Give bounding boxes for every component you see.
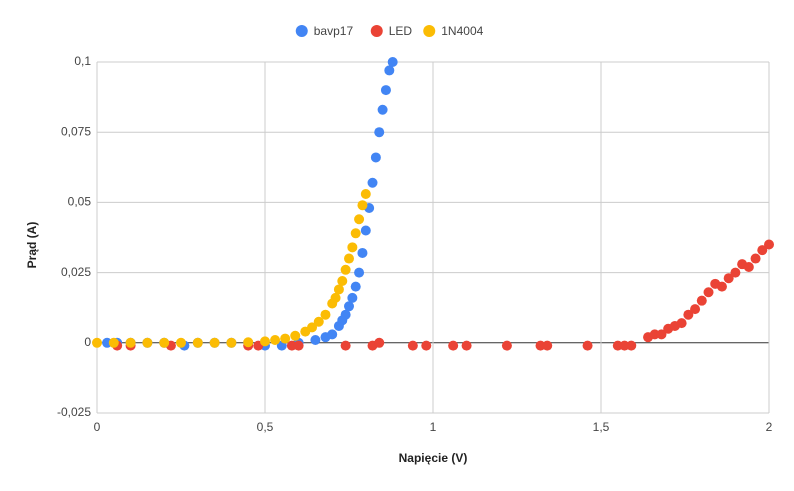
x-tick-label: 1,5 [593, 420, 610, 434]
point [357, 200, 368, 211]
point [347, 242, 358, 253]
point [380, 85, 391, 96]
point [313, 316, 324, 327]
point [367, 177, 378, 188]
point [243, 337, 254, 348]
point [354, 267, 365, 278]
legend-marker [423, 25, 436, 37]
point [461, 340, 472, 351]
point [209, 337, 220, 348]
x-tick-label: 1 [430, 420, 437, 434]
point [176, 337, 186, 348]
point [260, 336, 270, 347]
x-axis-title: Napięcie (V) [399, 451, 468, 465]
point [656, 329, 667, 340]
legend-marker [370, 25, 383, 37]
point [337, 276, 348, 287]
point [340, 309, 351, 320]
point [142, 337, 153, 348]
point [307, 322, 318, 333]
point [330, 292, 341, 303]
point [159, 337, 170, 348]
point [542, 340, 553, 351]
point [407, 340, 418, 351]
point [374, 337, 385, 348]
x-tick-label: 0,5 [257, 420, 274, 434]
point [764, 239, 774, 250]
point [582, 340, 593, 351]
point [340, 264, 351, 275]
point [743, 261, 754, 272]
point [384, 65, 395, 76]
point [280, 333, 291, 344]
point [226, 337, 237, 348]
legend-label: bavp17 [314, 24, 354, 38]
point [350, 281, 361, 292]
y-tick-label: 0,1 [74, 54, 91, 68]
point [344, 253, 354, 264]
x-tick-label: 2 [766, 420, 773, 434]
legend-marker [295, 25, 308, 37]
point [387, 57, 398, 67]
point [676, 318, 687, 329]
x-tick-label: 0 [94, 420, 101, 434]
point [293, 340, 304, 351]
point [690, 304, 701, 315]
point [354, 214, 365, 225]
point [92, 337, 102, 348]
point [350, 228, 361, 239]
point [374, 127, 385, 138]
point [333, 284, 344, 295]
point [192, 337, 203, 348]
point [370, 152, 381, 163]
y-tick-label: -0,025 [57, 405, 91, 419]
y-tick-label: 0,075 [61, 124, 91, 138]
point [377, 104, 388, 115]
point [347, 292, 358, 303]
point [290, 330, 301, 341]
point [327, 329, 338, 340]
point [360, 225, 371, 236]
point [310, 334, 321, 345]
point [340, 340, 351, 351]
point [125, 337, 136, 348]
point [626, 340, 637, 351]
point [344, 301, 354, 312]
y-axis-title: Prąd (A) [25, 222, 39, 269]
y-tick-label: 0,025 [61, 265, 91, 279]
point [501, 340, 512, 351]
point [320, 309, 331, 320]
point [448, 340, 459, 351]
point [360, 188, 371, 199]
point [357, 247, 368, 258]
point [270, 334, 281, 345]
point [750, 253, 761, 264]
point [108, 337, 119, 348]
point [696, 295, 707, 306]
y-tick-label: 0,05 [68, 195, 92, 209]
legend-label: 1N4004 [441, 24, 483, 38]
point [716, 281, 727, 292]
point [683, 309, 694, 320]
point [730, 267, 741, 278]
point [723, 273, 734, 284]
y-tick-label: 0 [84, 335, 91, 349]
point [757, 245, 768, 256]
point [703, 287, 714, 298]
legend-label: LED [389, 24, 413, 38]
point [421, 340, 432, 351]
